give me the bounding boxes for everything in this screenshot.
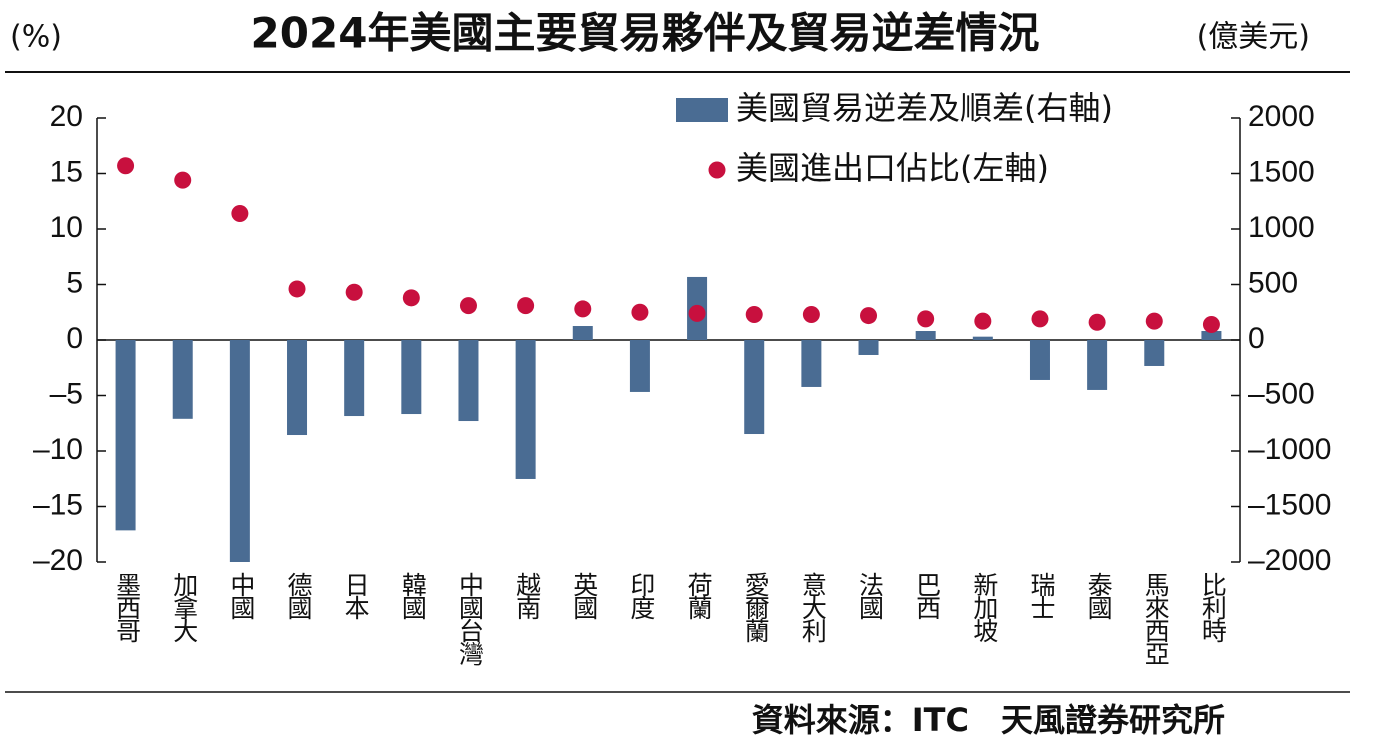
bar <box>287 340 308 436</box>
x-tick-label: 瑞士 <box>1027 572 1056 618</box>
x-tick-label: 愛爾蘭 <box>741 572 770 643</box>
legend-label: 美國貿易逆差及順差(右軸) <box>736 89 1113 127</box>
dot <box>517 297 535 315</box>
y2-tick-label: 1500 <box>1248 155 1315 188</box>
y2-tick-label: 0 <box>1248 322 1265 355</box>
y2-tick-label: –500 <box>1248 377 1315 410</box>
bar <box>344 340 365 417</box>
x-tick-label: 越南 <box>513 572 542 620</box>
legend-swatch <box>676 98 728 122</box>
y-tick-label: –5 <box>50 377 83 410</box>
y2-tick-label: 1000 <box>1248 211 1315 244</box>
x-tick-label: 新加坡 <box>970 572 999 643</box>
y-tick-label: 0 <box>66 322 83 355</box>
y-tick-label: 20 <box>50 100 83 133</box>
dot <box>631 303 649 321</box>
x-tick-label: 印度 <box>627 572 656 620</box>
bar <box>1144 340 1165 366</box>
bar <box>801 340 822 387</box>
dot <box>860 307 878 325</box>
x-tick-label: 巴西 <box>913 572 942 620</box>
x-tick-label: 意大利 <box>798 572 827 643</box>
bar <box>172 340 193 419</box>
bar <box>858 340 879 355</box>
x-tick-label: 日本 <box>341 572 370 620</box>
dot <box>459 297 477 315</box>
x-tick-label: 荷蘭 <box>684 572 713 620</box>
y-tick-label: 10 <box>50 211 83 244</box>
bar <box>629 340 650 392</box>
dot <box>917 310 935 328</box>
x-tick-label: 泰國 <box>1084 572 1113 620</box>
dot <box>345 283 363 301</box>
bar <box>915 331 936 340</box>
dot <box>574 300 592 318</box>
y2-tick-label: –1500 <box>1248 488 1331 521</box>
bar <box>401 340 422 415</box>
x-tick-label: 加拿大 <box>170 572 199 643</box>
x-tick-label: 中國 <box>227 572 256 620</box>
y-tick-label: 15 <box>50 155 83 188</box>
legend-label: 美國進出口佔比(左軸) <box>736 149 1049 187</box>
dot <box>1202 315 1220 333</box>
dot <box>1145 312 1163 330</box>
dot <box>402 289 420 307</box>
dot <box>1088 313 1106 331</box>
x-tick-label: 墨西哥 <box>113 572 142 643</box>
dot <box>117 157 135 175</box>
bar <box>229 340 250 562</box>
dot <box>288 280 306 298</box>
y2-tick-label: –2000 <box>1248 544 1331 577</box>
bar <box>458 340 479 422</box>
y-tick-label: –10 <box>33 433 83 466</box>
x-tick-label: 法國 <box>856 572 885 620</box>
bar <box>972 336 993 340</box>
dot <box>1031 310 1049 328</box>
y2-tick-label: 2000 <box>1248 100 1315 133</box>
dot <box>231 204 249 222</box>
y2-tick-label: 500 <box>1248 266 1298 299</box>
left-unit: (%) <box>10 20 62 55</box>
chart-title: 2024年美國主要貿易夥伴及貿易逆差情況 <box>251 9 1040 58</box>
x-tick-label: 中國台灣 <box>455 572 484 666</box>
y-tick-label: 5 <box>66 266 83 299</box>
dot <box>174 171 192 189</box>
bar <box>1087 340 1108 390</box>
x-tick-label: 德國 <box>284 572 313 620</box>
right-unit: (億美元) <box>1197 20 1310 55</box>
bar <box>1201 331 1222 340</box>
bar <box>1029 340 1050 380</box>
y-tick-label: –15 <box>33 488 83 521</box>
y-tick-label: –20 <box>33 544 83 577</box>
dot <box>745 305 763 323</box>
y2-tick-label: –1000 <box>1248 433 1331 466</box>
dot <box>802 305 820 323</box>
x-tick-label: 馬來西亞 <box>1141 572 1170 664</box>
legend-swatch <box>708 161 726 179</box>
x-tick-label: 英國 <box>570 572 599 620</box>
bar <box>115 340 136 531</box>
x-tick-label: 比利時 <box>1198 572 1227 643</box>
dot <box>974 312 992 330</box>
dot <box>688 304 706 322</box>
bar <box>744 340 765 435</box>
bar <box>515 340 536 479</box>
source: 資料來源：ITC 天風證券研究所 <box>752 701 1225 739</box>
bar <box>572 326 593 340</box>
x-tick-label: 韓國 <box>398 572 427 620</box>
